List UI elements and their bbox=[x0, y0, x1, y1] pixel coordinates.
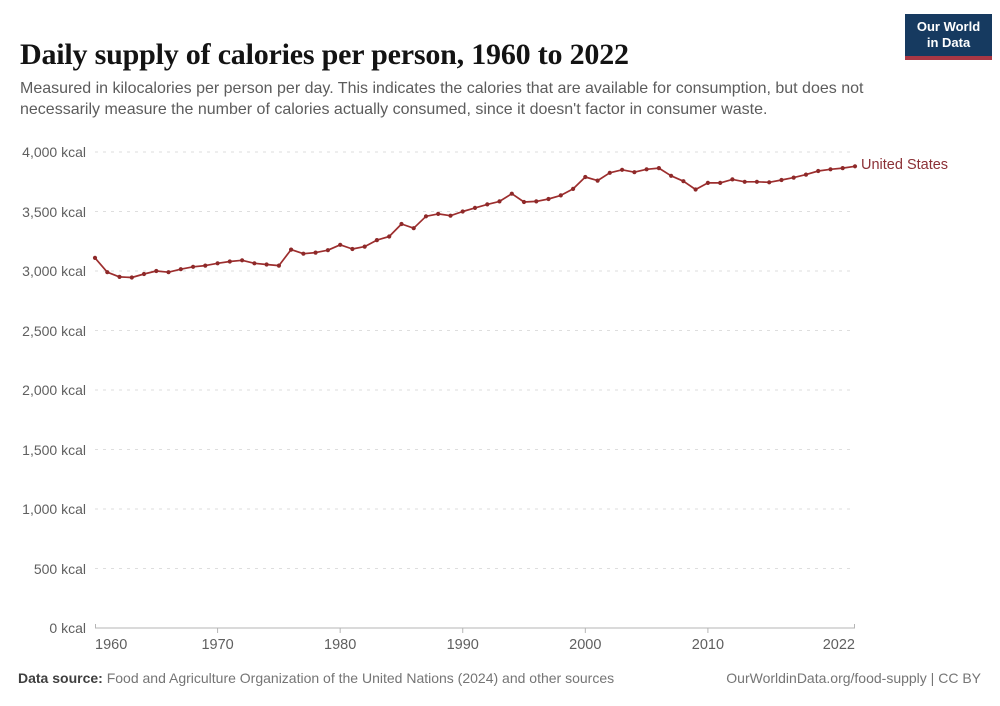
data-point-2021[interactable] bbox=[840, 166, 845, 171]
data-source-label: Data source: bbox=[18, 670, 103, 686]
y-axis-label-0: 0 kcal bbox=[49, 620, 86, 636]
data-point-2016[interactable] bbox=[779, 177, 784, 183]
data-point-2012[interactable] bbox=[730, 177, 735, 182]
owid-logo-box: Our World in Data bbox=[905, 14, 992, 56]
data-point-1982[interactable] bbox=[362, 244, 367, 249]
data-point-2010[interactable] bbox=[705, 180, 711, 185]
data-point-1996[interactable] bbox=[534, 199, 539, 204]
data-point-2018[interactable] bbox=[803, 172, 809, 177]
data-point-1961[interactable] bbox=[105, 270, 110, 275]
data-point-1999[interactable] bbox=[571, 186, 576, 191]
series-label-united-states[interactable]: United States bbox=[861, 157, 949, 174]
y-axis-label-1000: 1,000 kcal bbox=[22, 501, 86, 517]
data-point-2014[interactable] bbox=[754, 179, 760, 184]
data-point-1975[interactable] bbox=[276, 263, 281, 268]
data-point-1962[interactable] bbox=[117, 274, 122, 279]
x-axis-label-2022: 2022 bbox=[822, 637, 855, 653]
data-point-2001[interactable] bbox=[595, 178, 600, 183]
owid-logo-line1: Our World bbox=[916, 19, 981, 34]
data-point-1980[interactable] bbox=[338, 242, 343, 247]
data-point-1971[interactable] bbox=[227, 259, 232, 264]
data-point-1969[interactable] bbox=[203, 263, 208, 268]
data-point-1972[interactable] bbox=[240, 258, 245, 263]
data-point-1985[interactable] bbox=[399, 221, 404, 227]
data-point-1968[interactable] bbox=[191, 264, 196, 269]
data-point-1977[interactable] bbox=[301, 251, 306, 256]
data-point-1990[interactable] bbox=[460, 209, 465, 214]
data-point-2015[interactable] bbox=[767, 180, 772, 185]
data-point-1991[interactable] bbox=[472, 205, 478, 210]
data-point-1976[interactable] bbox=[289, 247, 294, 252]
data-point-1960[interactable] bbox=[92, 255, 98, 260]
chart-title: Daily supply of calories per person, 196… bbox=[20, 38, 629, 72]
data-point-1963[interactable] bbox=[129, 275, 134, 280]
y-axis-label-3500: 3,500 kcal bbox=[22, 203, 86, 220]
x-axis-label-2010: 2010 bbox=[691, 637, 725, 653]
data-point-1974[interactable] bbox=[264, 262, 269, 267]
data-point-1992[interactable] bbox=[485, 202, 490, 207]
data-point-2008[interactable] bbox=[681, 179, 686, 184]
data-point-2002[interactable] bbox=[607, 170, 612, 175]
data-point-1981[interactable] bbox=[350, 246, 355, 252]
data-point-1987[interactable] bbox=[423, 214, 429, 219]
data-point-2006[interactable] bbox=[656, 166, 662, 171]
data-point-1986[interactable] bbox=[411, 226, 416, 231]
y-axis-label-3000: 3,000 kcal bbox=[22, 263, 86, 279]
y-axis-label-4000: 4,000 kcal bbox=[22, 144, 86, 160]
us-series-line[interactable] bbox=[94, 165, 856, 279]
x-axis-label-1990: 1990 bbox=[446, 637, 479, 653]
data-point-2013[interactable] bbox=[742, 179, 747, 184]
x-axis-label-1980: 1980 bbox=[324, 637, 357, 653]
data-point-1989[interactable] bbox=[448, 213, 453, 218]
y-axis-label-2500: 2,500 kcal bbox=[22, 322, 86, 339]
data-point-1983[interactable] bbox=[374, 238, 379, 243]
data-point-1978[interactable] bbox=[313, 250, 318, 255]
data-point-2007[interactable] bbox=[669, 173, 674, 178]
data-point-1984[interactable] bbox=[387, 234, 392, 239]
chart-subtitle: Measured in kilocalories per person per … bbox=[20, 80, 864, 118]
data-point-1964[interactable] bbox=[141, 271, 147, 277]
data-source-text: Food and Agriculture Organization of the… bbox=[102, 670, 615, 686]
y-axis-label-2000: 2,000 kcal bbox=[22, 382, 86, 398]
data-point-1995[interactable] bbox=[521, 199, 527, 205]
y-axis-label-1500: 1,500 kcal bbox=[22, 441, 86, 458]
data-point-2020[interactable] bbox=[828, 167, 833, 172]
data-point-2000[interactable] bbox=[583, 174, 588, 180]
data-point-2022[interactable] bbox=[852, 164, 858, 169]
owid-logo-stripe bbox=[905, 56, 992, 60]
data-point-1973[interactable] bbox=[252, 261, 257, 266]
data-point-1988[interactable] bbox=[436, 211, 441, 216]
owid-logo[interactable]: Our World in Data bbox=[905, 14, 992, 60]
data-point-1998[interactable] bbox=[558, 193, 563, 198]
data-point-2003[interactable] bbox=[620, 167, 625, 172]
data-point-2004[interactable] bbox=[632, 170, 637, 175]
data-point-1993[interactable] bbox=[497, 199, 502, 204]
data-point-2009[interactable] bbox=[693, 187, 698, 192]
data-point-1979[interactable] bbox=[325, 248, 330, 253]
data-point-1997[interactable] bbox=[546, 196, 551, 202]
data-point-2011[interactable] bbox=[718, 180, 723, 185]
data-point-2019[interactable] bbox=[816, 168, 821, 174]
data-point-1994[interactable] bbox=[509, 191, 514, 196]
owid-logo-line2: in Data bbox=[926, 35, 971, 50]
data-point-1965[interactable] bbox=[154, 268, 159, 274]
data-point-2005[interactable] bbox=[644, 167, 649, 172]
data-source-note[interactable]: Data source: Food and Agriculture Organi… bbox=[18, 669, 614, 687]
x-axis-label-2000: 2000 bbox=[569, 637, 602, 653]
x-axis-label-1960: 1960 bbox=[95, 637, 128, 653]
chart-footer: Data source: Food and Agriculture Organi… bbox=[0, 669, 1000, 689]
data-point-1970[interactable] bbox=[215, 261, 220, 266]
data-point-1967[interactable] bbox=[178, 267, 183, 272]
x-axis-label-1970: 1970 bbox=[201, 637, 234, 653]
owid-url-license[interactable]: OurWorldinData.org/food-supply | CC BY bbox=[726, 670, 981, 686]
data-point-2017[interactable] bbox=[791, 175, 796, 180]
data-point-1966[interactable] bbox=[166, 270, 171, 275]
y-axis-label-500: 500 kcal bbox=[33, 560, 86, 577]
